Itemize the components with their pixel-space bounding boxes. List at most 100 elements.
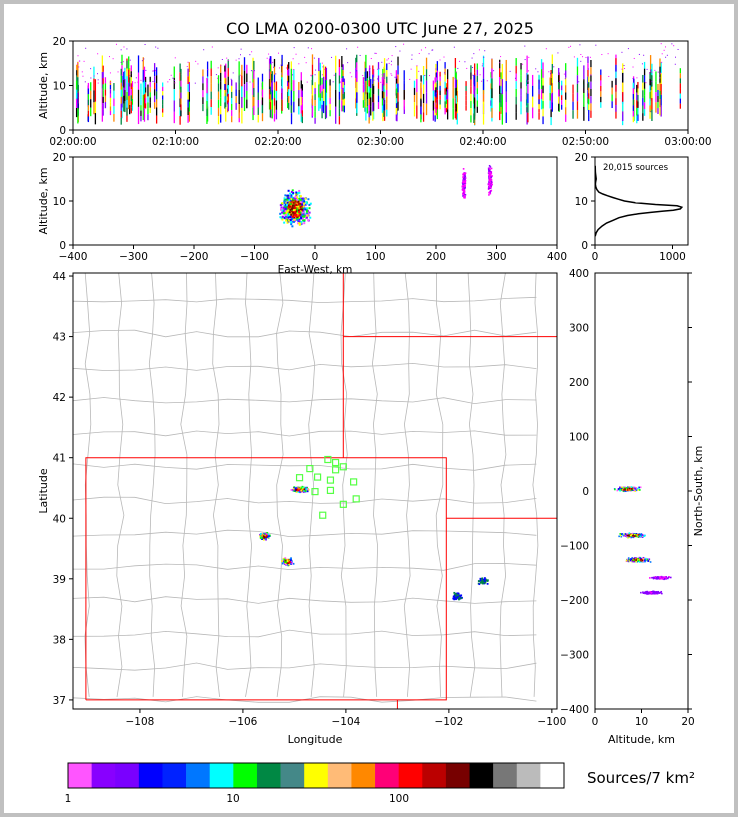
- source-streak: [372, 93, 374, 103]
- source-streak: [365, 94, 367, 108]
- source-streak: [452, 98, 454, 109]
- source-streak: [202, 90, 204, 98]
- source-point: [301, 213, 304, 216]
- source-point: [490, 183, 493, 186]
- source-streak: [269, 79, 271, 87]
- source-streak: [526, 107, 528, 125]
- source-point: [482, 63, 484, 65]
- source-streak: [269, 102, 271, 110]
- source-point: [636, 558, 638, 560]
- source-point: [300, 489, 303, 492]
- source-streak: [153, 69, 156, 77]
- source-point: [304, 56, 306, 58]
- source-streak: [583, 93, 585, 107]
- source-point: [462, 179, 464, 182]
- source-streak: [252, 57, 254, 71]
- source-streak: [643, 75, 646, 83]
- source-streak: [140, 88, 142, 95]
- source-streak: [149, 76, 151, 82]
- source-point: [653, 592, 655, 595]
- source-streak: [147, 90, 149, 97]
- source-streak: [515, 58, 517, 66]
- source-streak: [368, 70, 371, 77]
- source-point: [301, 197, 304, 200]
- source-point: [464, 193, 467, 196]
- source-streak: [454, 98, 457, 109]
- source-streak: [187, 115, 189, 123]
- source-point: [628, 536, 630, 539]
- source-streak: [109, 102, 112, 107]
- source-streak: [500, 72, 502, 80]
- source-streak: [642, 74, 644, 83]
- source-point: [341, 67, 343, 69]
- source-streak: [224, 77, 226, 84]
- source-streak: [377, 95, 380, 103]
- source-streak: [377, 75, 380, 83]
- station-marker: [339, 500, 347, 508]
- source-streak: [179, 81, 181, 90]
- source-point: [279, 67, 281, 69]
- source-streak: [590, 74, 592, 82]
- source-streak: [126, 107, 128, 116]
- source-point: [303, 197, 306, 200]
- source-streak: [490, 72, 492, 78]
- source-streak: [126, 60, 128, 69]
- source-streak: [444, 81, 446, 89]
- source-streak: [600, 80, 602, 86]
- source-streak: [120, 117, 122, 125]
- source-streak: [75, 107, 78, 118]
- source-point: [306, 487, 309, 489]
- source-streak: [123, 95, 125, 104]
- source-point: [570, 45, 572, 47]
- source-point: [622, 487, 624, 490]
- x-tick-label: 20: [681, 716, 694, 728]
- source-streak: [434, 109, 436, 116]
- source-streak: [600, 85, 602, 92]
- source-streak: [210, 99, 212, 108]
- source-streak: [322, 100, 325, 114]
- source-point: [631, 556, 634, 559]
- source-streak: [413, 109, 416, 117]
- source-point: [84, 81, 86, 83]
- source-point: [300, 220, 303, 223]
- source-streak: [253, 96, 255, 107]
- source-point: [655, 591, 657, 593]
- source-point: [309, 216, 312, 219]
- source-point: [292, 209, 295, 212]
- source-streak: [109, 110, 112, 116]
- source-point: [167, 81, 169, 83]
- source-streak: [538, 74, 540, 80]
- source-streak: [104, 83, 107, 90]
- source-point: [454, 597, 456, 600]
- x-tick-label: 400: [547, 251, 567, 263]
- source-streak: [679, 93, 681, 99]
- source-point: [292, 488, 295, 491]
- source-streak: [386, 63, 388, 71]
- x-tick-label: 300: [486, 251, 506, 263]
- source-point: [651, 71, 653, 73]
- source-streak: [473, 108, 476, 120]
- x-axis-label: East-West, km: [278, 264, 353, 276]
- source-streak: [572, 84, 574, 94]
- county-line: [435, 273, 444, 697]
- source-point: [601, 54, 603, 56]
- source-streak: [456, 113, 458, 125]
- source-streak: [87, 94, 90, 100]
- source-point: [557, 52, 559, 54]
- source-streak: [124, 89, 126, 102]
- source-streak: [368, 98, 370, 105]
- source-streak: [338, 91, 341, 100]
- altitude-time-points: [75, 43, 681, 126]
- source-streak: [300, 80, 302, 89]
- y-axis-label: Latitude: [37, 468, 50, 514]
- source-point: [77, 55, 79, 57]
- source-streak: [490, 77, 492, 84]
- source-streak: [130, 89, 132, 96]
- source-streak: [220, 64, 222, 73]
- source-streak: [281, 88, 283, 100]
- source-streak: [476, 69, 478, 76]
- source-point: [290, 204, 293, 207]
- source-streak: [343, 85, 346, 93]
- source-streak: [372, 77, 375, 86]
- source-streak: [505, 59, 507, 71]
